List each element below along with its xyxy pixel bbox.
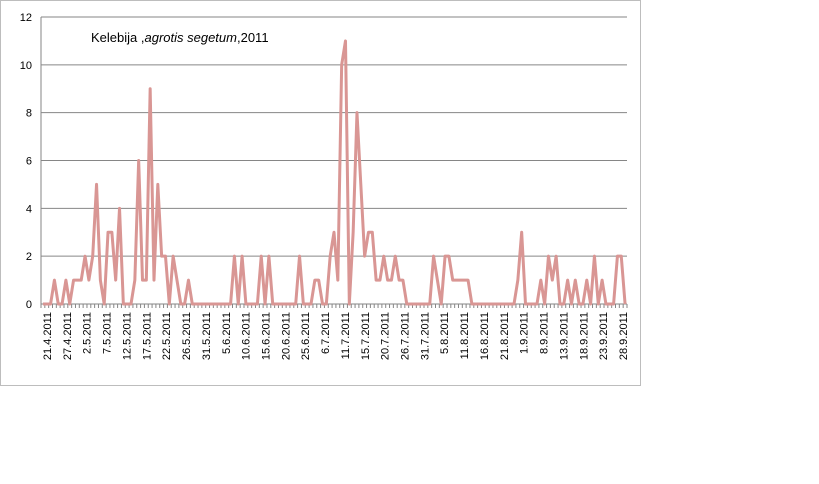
chart-frame: 0 2 4 6 8 10 12 21.4.2011 27.4.2011 2.5.2011 7.5.… bbox=[0, 0, 641, 386]
y-tick-label: 8 bbox=[26, 108, 32, 120]
x-tick-label: 26.5.2011 bbox=[181, 312, 193, 360]
x-tick-label: 12.5.2011 bbox=[121, 312, 133, 360]
x-tick-label: 13.9.2011 bbox=[558, 312, 570, 360]
x-tick-label: 5.6.2011 bbox=[221, 312, 233, 354]
x-tick-label: 26.7.2011 bbox=[400, 312, 412, 360]
x-tick-label: 21.4.2011 bbox=[42, 312, 54, 360]
y-tick-label: 10 bbox=[20, 60, 32, 72]
x-tick-label: 8.9.2011 bbox=[539, 312, 551, 354]
y-tick-label: 2 bbox=[26, 251, 32, 263]
series-line bbox=[42, 39, 627, 306]
x-tick-label: 15.6.2011 bbox=[260, 312, 272, 360]
line-chart: 0 2 4 6 8 10 12 21.4.2011 27.4.2011 2.5.2011 7.5.… bbox=[20, 12, 630, 360]
x-axis-ticks: 21.4.2011 27.4.2011 2.5.2011 7.5.2011 12.5.2… bbox=[42, 312, 630, 360]
x-tick-label: 5.8.2011 bbox=[439, 312, 451, 354]
x-tick-label: 15.7.2011 bbox=[360, 312, 372, 360]
x-tick-label: 20.7.2011 bbox=[380, 312, 392, 360]
chart-title-part-3: ,2011 bbox=[237, 30, 269, 45]
x-tick-label: 31.7.2011 bbox=[419, 312, 431, 360]
x-tick-label: 27.4.2011 bbox=[62, 312, 74, 360]
x-tick-label: 18.9.2011 bbox=[578, 312, 590, 360]
y-tick-label: 0 bbox=[26, 299, 32, 311]
x-tick-label: 20.6.2011 bbox=[280, 312, 292, 360]
x-tick-label: 10.6.2011 bbox=[241, 312, 253, 360]
x-tick-label: 25.6.2011 bbox=[300, 312, 312, 360]
chart-title: Kelebija ,agrotis segetum,2011 bbox=[91, 30, 269, 45]
chart-title-part-2: agrotis segetum bbox=[144, 30, 237, 45]
x-tick-label: 2.5.2011 bbox=[82, 312, 94, 354]
x-tick-label: 22.5.2011 bbox=[161, 312, 173, 360]
x-tick-label: 17.5.2011 bbox=[141, 312, 153, 360]
y-tick-label: 6 bbox=[26, 156, 32, 168]
x-tick-label: 11.7.2011 bbox=[340, 312, 352, 359]
y-tick-label: 4 bbox=[26, 203, 32, 215]
y-axis-ticks: 0 2 4 6 8 10 12 bbox=[20, 12, 32, 311]
y-tick-label: 12 bbox=[20, 12, 32, 24]
x-tick-label: 16.8.2011 bbox=[479, 312, 491, 360]
x-tick-label: 7.5.2011 bbox=[102, 312, 114, 354]
chart-title-part-1: Kelebija , bbox=[91, 30, 144, 45]
x-tick-label: 28.9.2011 bbox=[618, 312, 630, 360]
x-tick-label: 1.9.2011 bbox=[519, 312, 531, 354]
x-tick-label: 6.7.2011 bbox=[320, 312, 332, 354]
x-tick-label: 31.5.2011 bbox=[201, 312, 213, 360]
x-tick-label: 11.8.2011 bbox=[459, 312, 471, 359]
x-tick-label: 23.9.2011 bbox=[598, 312, 610, 360]
gridlines bbox=[40, 16, 628, 308]
x-tick-label: 21.8.2011 bbox=[499, 312, 511, 360]
